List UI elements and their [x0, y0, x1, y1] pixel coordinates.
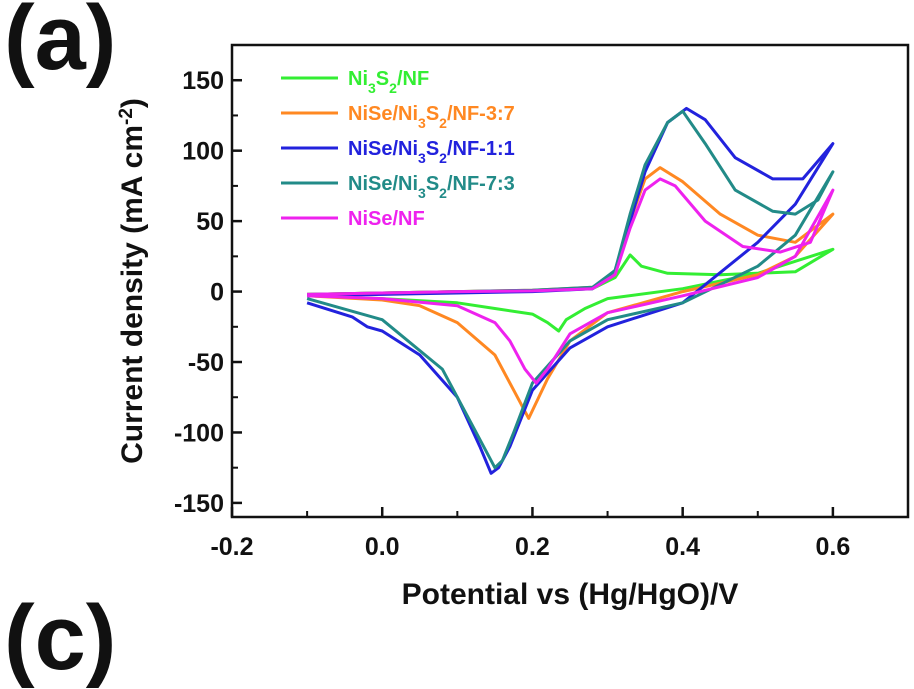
y-tick-label: -100	[174, 419, 224, 447]
legend-text-part: NiSe/Ni	[348, 173, 418, 195]
legend-text-part: NiSe/NF	[348, 208, 425, 230]
y-axis-title-sup: -2	[116, 108, 137, 125]
legend-label-4: NiSe/NF	[348, 208, 425, 230]
legend-text-part: NiSe/Ni	[348, 103, 418, 125]
legend-subscript: 2	[389, 80, 397, 96]
y-tick-label: 0	[210, 279, 224, 307]
y-tick-label: 150	[182, 67, 224, 95]
series-line-4	[307, 177, 835, 385]
legend-subscript: 2	[439, 185, 447, 201]
legend-label-2: NiSe/Ni3S2/NF-1:1	[348, 138, 515, 166]
legend-subscript: 2	[439, 115, 447, 131]
series-line-3	[306, 109, 835, 470]
legend-text-part: NiSe/Ni	[348, 138, 418, 160]
legend-label-3: NiSe/Ni3S2/NF-7:3	[348, 173, 515, 201]
legend-text-part: S	[426, 103, 439, 125]
y-axis-ticks: -150 -100 -50 0 50 100 150	[174, 67, 242, 518]
panel-label: (a)	[4, 0, 117, 89]
plot-frame	[230, 43, 910, 519]
y-tick-label: -50	[188, 349, 224, 377]
legend-text-part: /NF-3:7	[447, 103, 515, 125]
legend-text-part: S	[376, 68, 389, 90]
legend-label-0: Ni3S2/NF	[348, 68, 429, 96]
legend-text-part: S	[426, 138, 439, 160]
y-tick-label: 50	[196, 208, 224, 236]
y-tick-label: 100	[182, 138, 224, 166]
legend-subscript: 3	[418, 115, 426, 131]
legend-text-part: /NF-7:3	[447, 173, 515, 195]
x-axis-ticks: -0.2 0.0 0.2 0.4 0.6	[210, 507, 850, 561]
y-axis-title-end: )	[116, 98, 149, 108]
legend-text-part: /NF	[397, 68, 429, 90]
x-tick-label: 0.6	[816, 533, 851, 561]
legend-subscript: 3	[418, 185, 426, 201]
x-tick-label: 0.4	[665, 533, 700, 561]
x-tick-label: 0.0	[365, 533, 400, 561]
cv-chart: -150 -100 -50 0 50 100 150 -0.2 0.0 0.2 0.4 0.6 Ni…	[116, 43, 910, 611]
legend-label-1: NiSe/Ni3S2/NF-3:7	[348, 103, 515, 131]
y-axis-title-main: Current density (mA cm	[116, 125, 149, 464]
legend-subscript: 3	[418, 150, 426, 166]
y-axis-title: Current density (mA cm-2)	[116, 98, 150, 464]
x-tick-label: -0.2	[210, 533, 253, 561]
legend-text-part: Ni	[348, 68, 368, 90]
x-tick-label: 0.2	[515, 533, 550, 561]
legend: Ni3S2/NFNiSe/Ni3S2/NF-3:7NiSe/Ni3S2/NF-1…	[281, 68, 515, 230]
legend-text-part: /NF-1:1	[447, 138, 515, 160]
x-axis-title: Potential vs (Hg/HgO)/V	[402, 578, 739, 611]
legend-subscript: 3	[368, 80, 376, 96]
legend-text-part: S	[426, 173, 439, 195]
cv-curves	[306, 106, 835, 475]
legend-subscript: 2	[439, 150, 447, 166]
y-tick-label: -150	[174, 490, 224, 518]
